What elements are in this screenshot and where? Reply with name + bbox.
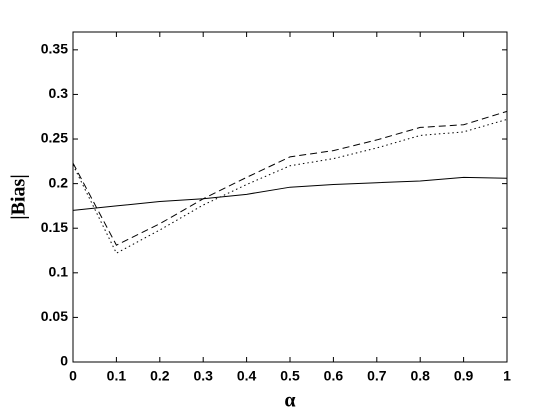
y-tick-label: 0.3 <box>49 85 69 101</box>
x-tick-label: 1 <box>503 368 511 384</box>
y-tick-label: 0 <box>60 353 68 369</box>
x-tick-label: 0.7 <box>367 368 387 384</box>
y-tick-label: 0.35 <box>41 41 68 57</box>
y-tick-label: 0.25 <box>41 130 68 146</box>
y-tick-label: 0.05 <box>41 308 68 324</box>
x-tick-label: 0.2 <box>150 368 170 384</box>
x-tick-label: 0 <box>69 368 77 384</box>
line-series <box>72 176 508 211</box>
y-tick-label: 0.1 <box>49 264 69 280</box>
y-tick-label: 0.2 <box>49 174 69 190</box>
x-tick-label: 0.3 <box>193 368 213 384</box>
x-tick-label: 0.6 <box>324 368 344 384</box>
x-tick-label: 0.8 <box>410 368 430 384</box>
line-series <box>72 118 508 254</box>
y-axis-label: |Bias| <box>8 174 30 220</box>
x-axis-label: α <box>284 390 295 412</box>
x-tick-label: 0.4 <box>237 368 257 384</box>
y-tick-label: 0.15 <box>41 219 68 235</box>
x-tick-label: 0.5 <box>280 368 300 384</box>
x-tick-label: 0.1 <box>107 368 127 384</box>
axes-box <box>72 31 508 363</box>
line-series <box>72 110 508 246</box>
x-tick-label: 0.9 <box>454 368 474 384</box>
